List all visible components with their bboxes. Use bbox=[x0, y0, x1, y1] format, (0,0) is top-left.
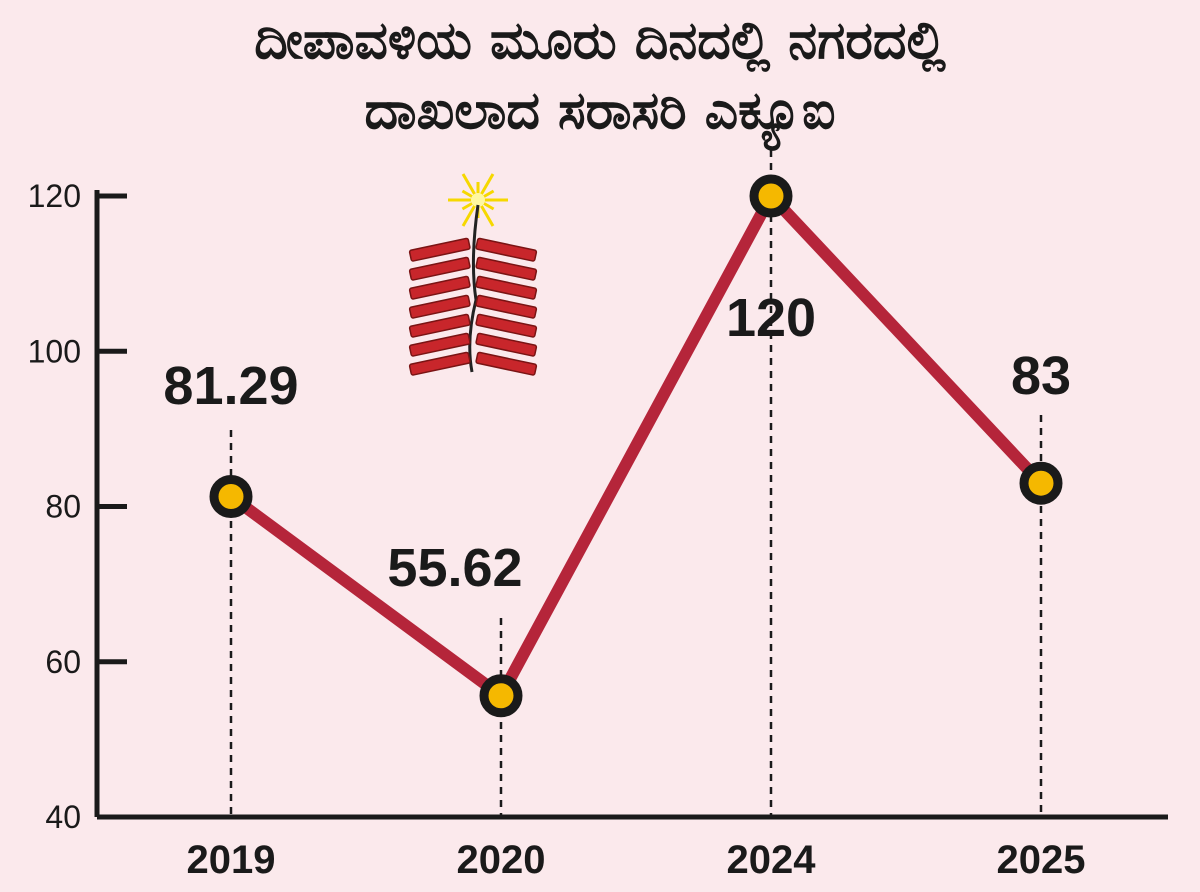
data-point bbox=[479, 674, 523, 718]
cracker-left bbox=[408, 256, 471, 281]
series-polyline bbox=[225, 190, 1047, 702]
x-tick-label: 2025 bbox=[997, 838, 1086, 882]
x-tick-label: 2020 bbox=[457, 838, 546, 882]
title-line-2: ದಾಖಲಾದ ಸರಾಸರಿ ಎಕ್ಯೂಐ bbox=[364, 81, 836, 141]
cracker-left bbox=[408, 294, 471, 319]
cracker-left bbox=[408, 313, 471, 338]
y-tick-label: 60 bbox=[45, 644, 81, 680]
cracker-left bbox=[408, 332, 471, 357]
y-tick-label: 120 bbox=[28, 178, 81, 214]
cracker-right bbox=[475, 294, 538, 319]
cracker-right bbox=[475, 332, 538, 357]
data-point bbox=[1019, 461, 1063, 505]
y-tick-label: 100 bbox=[28, 333, 81, 369]
series-line bbox=[225, 190, 1047, 702]
cracker-right bbox=[475, 275, 538, 300]
chart-title: ದೀಪಾವಳಿಯ ಮೂರು ದಿನದಲ್ಲಿ ನಗರದಲ್ಲಿ ದಾಖಲಾದ ಸ… bbox=[0, 6, 1200, 146]
data-markers bbox=[209, 174, 1063, 718]
data-label: 55.62 bbox=[387, 538, 522, 598]
cracker-right bbox=[475, 351, 538, 376]
axes: 40 60 80 100 120 bbox=[28, 178, 1168, 835]
y-tick-label: 40 bbox=[45, 799, 81, 835]
spark-core bbox=[471, 193, 485, 207]
data-label: 81.29 bbox=[163, 356, 298, 416]
cracker-left bbox=[408, 237, 471, 262]
y-tick-label: 80 bbox=[45, 489, 81, 525]
cracker-right bbox=[475, 256, 538, 281]
fuse bbox=[468, 204, 480, 373]
cracker-left bbox=[408, 275, 471, 300]
cracker-right bbox=[475, 237, 538, 262]
spark bbox=[448, 173, 508, 227]
data-point bbox=[209, 474, 253, 518]
x-tick-label: 2024 bbox=[727, 838, 817, 882]
data-label: 120 bbox=[726, 288, 816, 348]
cracker-right bbox=[475, 313, 538, 338]
firecracker-icon bbox=[408, 173, 538, 376]
title-line-1: ದೀಪಾವಳಿಯ ಮೂರು ದಿನದಲ್ಲಿ ನಗರದಲ್ಲಿ bbox=[254, 11, 946, 71]
x-tick-label: 2019 bbox=[187, 838, 276, 882]
labels: 2019 2020 2024 2025 81.29 55.62 120 83 bbox=[163, 288, 1085, 882]
category-dashed-lines bbox=[229, 150, 1043, 817]
data-label: 83 bbox=[1011, 346, 1071, 406]
cracker-left bbox=[408, 351, 471, 376]
data-point bbox=[749, 174, 793, 218]
